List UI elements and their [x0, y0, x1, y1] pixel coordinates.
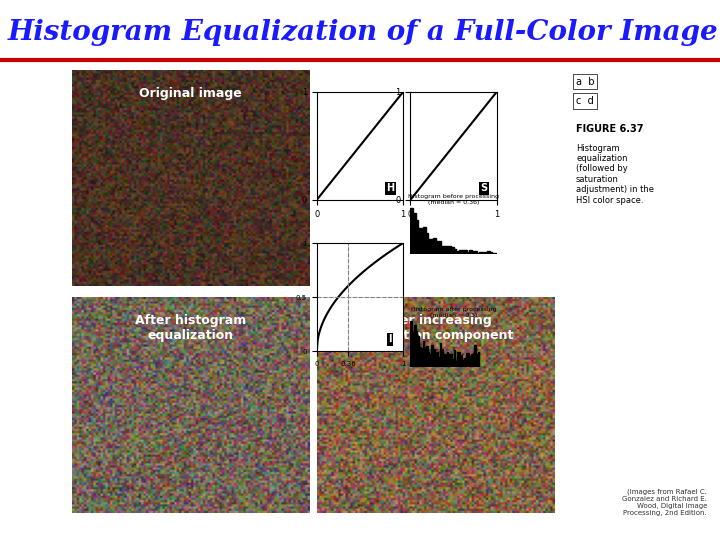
- Title: Histogram before processing
(median = 0.36): Histogram before processing (median = 0.…: [408, 194, 499, 205]
- Bar: [433, 349, 435, 367]
- Bar: [444, 246, 446, 254]
- Bar: [456, 251, 459, 254]
- Bar: [428, 239, 431, 254]
- Bar: [485, 252, 487, 254]
- Bar: [446, 352, 449, 367]
- Text: c  d: c d: [576, 96, 594, 106]
- Bar: [464, 250, 467, 254]
- Title: Histogram after processing
(median = 0.5): Histogram after processing (median = 0.5…: [411, 307, 496, 318]
- Bar: [419, 347, 420, 367]
- Bar: [471, 354, 472, 367]
- Bar: [449, 354, 450, 367]
- Text: H: H: [386, 183, 395, 193]
- Bar: [449, 246, 451, 254]
- Bar: [464, 358, 466, 367]
- Bar: [445, 354, 446, 367]
- Bar: [455, 361, 457, 367]
- Bar: [423, 227, 426, 254]
- Bar: [459, 249, 462, 254]
- Bar: [469, 356, 471, 367]
- Bar: [424, 347, 426, 367]
- Bar: [467, 252, 469, 254]
- Bar: [415, 331, 418, 367]
- Bar: [451, 247, 454, 254]
- Bar: [438, 357, 440, 367]
- Bar: [477, 352, 480, 367]
- Bar: [433, 238, 436, 254]
- Bar: [476, 354, 477, 367]
- Bar: [431, 345, 433, 367]
- Bar: [490, 252, 492, 254]
- Bar: [461, 355, 462, 367]
- Bar: [472, 353, 474, 367]
- Text: FIGURE 6.37: FIGURE 6.37: [576, 124, 644, 134]
- Bar: [418, 336, 419, 367]
- Bar: [441, 246, 444, 254]
- Bar: [418, 228, 420, 254]
- Bar: [457, 352, 459, 367]
- Bar: [472, 251, 474, 254]
- Bar: [480, 252, 482, 254]
- Bar: [469, 249, 472, 254]
- Bar: [474, 346, 476, 367]
- Bar: [436, 241, 438, 254]
- Bar: [413, 213, 415, 254]
- Bar: [446, 246, 449, 254]
- Text: S: S: [480, 183, 487, 193]
- Bar: [482, 252, 485, 254]
- Bar: [429, 354, 431, 367]
- Bar: [426, 233, 428, 254]
- Bar: [414, 325, 415, 367]
- Bar: [466, 353, 467, 367]
- Bar: [444, 354, 445, 367]
- Bar: [459, 352, 461, 367]
- Bar: [420, 228, 423, 254]
- Bar: [423, 341, 424, 367]
- Bar: [474, 251, 477, 254]
- Bar: [495, 253, 498, 254]
- Bar: [415, 220, 418, 254]
- Bar: [454, 249, 456, 254]
- Bar: [454, 350, 455, 367]
- Text: After histogram
equalization: After histogram equalization: [135, 314, 246, 342]
- Bar: [426, 346, 428, 367]
- Bar: [428, 352, 429, 367]
- Bar: [431, 239, 433, 254]
- Bar: [435, 354, 436, 367]
- Bar: [410, 321, 412, 367]
- Bar: [412, 332, 414, 367]
- Text: I: I: [389, 334, 392, 345]
- Bar: [420, 348, 423, 367]
- Bar: [467, 353, 469, 367]
- Bar: [441, 349, 444, 367]
- Text: Histogram Equalization of a Full-Color Image: Histogram Equalization of a Full-Color I…: [7, 19, 718, 46]
- Text: Original image: Original image: [140, 87, 242, 100]
- Bar: [438, 241, 441, 254]
- Bar: [436, 352, 438, 367]
- Bar: [450, 354, 452, 367]
- Bar: [452, 359, 454, 367]
- Bar: [477, 253, 480, 254]
- Text: After increasing
saturation component: After increasing saturation component: [358, 314, 513, 342]
- Text: (Images from Rafael C.
Gonzalez and Richard E.
Wood, Digital Image
Processing, 2: (Images from Rafael C. Gonzalez and Rich…: [622, 489, 707, 516]
- Bar: [410, 207, 413, 254]
- Text: a  b: a b: [576, 77, 595, 87]
- Bar: [487, 251, 490, 254]
- Bar: [440, 343, 441, 367]
- Bar: [462, 360, 464, 367]
- Text: Histogram
equalization
(followed by
saturation
adjustment) in the
HSI color spac: Histogram equalization (followed by satu…: [576, 144, 654, 205]
- Bar: [462, 249, 464, 254]
